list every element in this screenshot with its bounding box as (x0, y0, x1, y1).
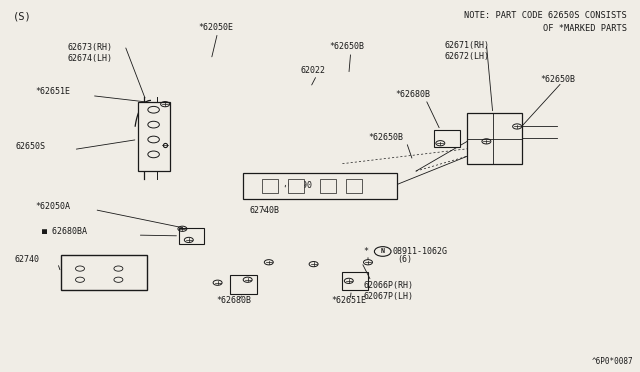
Text: 62673(RH)
62674(LH): 62673(RH) 62674(LH) (67, 43, 112, 63)
Text: *62650B: *62650B (541, 75, 576, 84)
Text: ■ 62680BA: ■ 62680BA (42, 227, 86, 236)
Bar (243, 173, 397, 199)
Text: *62050A: *62050A (35, 202, 70, 211)
Text: ^6P0*0087: ^6P0*0087 (592, 357, 634, 366)
Text: N: N (381, 248, 385, 254)
Text: (6): (6) (397, 255, 412, 264)
Bar (320, 179, 336, 193)
Text: NOTE: PART CODE 62650S CONSISTS
    OF *MARKED PARTS: NOTE: PART CODE 62650S CONSISTS OF *MARK… (465, 11, 627, 33)
Text: *62680B: *62680B (216, 296, 252, 305)
Text: 62090: 62090 (288, 181, 313, 190)
Bar (467, 113, 522, 164)
Text: *: * (364, 247, 369, 256)
Bar (61, 255, 147, 290)
Text: 62650S: 62650S (16, 142, 46, 151)
Text: 62066P(RH)
62067P(LH): 62066P(RH) 62067P(LH) (364, 281, 413, 301)
Text: *62050E: *62050E (198, 23, 234, 32)
Text: 08911-1062G: 08911-1062G (392, 247, 447, 256)
Text: *62680B: *62680B (396, 90, 431, 99)
Text: 62671(RH)
62672(LH): 62671(RH) 62672(LH) (445, 41, 490, 61)
Bar (346, 179, 362, 193)
Bar (230, 275, 257, 294)
Text: 62022: 62022 (301, 65, 326, 74)
Text: *62650B: *62650B (368, 132, 403, 141)
Bar (288, 179, 304, 193)
Bar (342, 272, 368, 290)
Text: (S): (S) (13, 11, 31, 21)
Text: *62650B: *62650B (330, 42, 365, 51)
Text: 62740B: 62740B (250, 206, 280, 215)
Bar (434, 130, 460, 147)
Bar (179, 228, 204, 244)
Bar (262, 179, 278, 193)
Text: 62740: 62740 (14, 255, 39, 264)
Text: *62651E: *62651E (35, 87, 70, 96)
Bar (138, 102, 170, 171)
Text: *62651E: *62651E (332, 296, 367, 305)
